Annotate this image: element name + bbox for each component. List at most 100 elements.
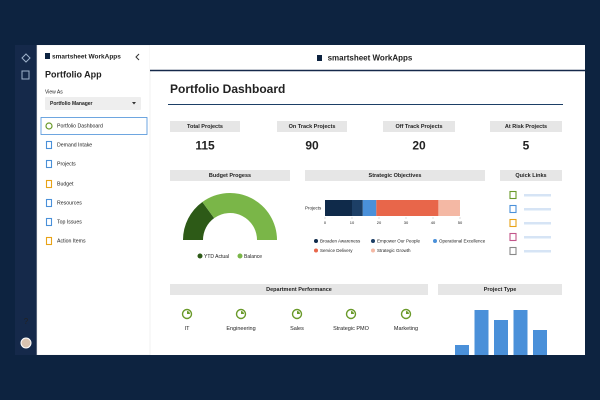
department-label[interactable]: IT xyxy=(185,326,191,332)
quick-link-icon[interactable] xyxy=(509,218,517,228)
nav-item[interactable]: Budget xyxy=(57,181,74,187)
quick-link-bar[interactable] xyxy=(524,222,551,225)
quick-link-icon[interactable] xyxy=(509,246,517,256)
nav-item[interactable]: Resources xyxy=(57,200,82,206)
bar xyxy=(533,330,547,355)
sidebar-brand: smartsheet WorkApps xyxy=(52,54,121,61)
section-header xyxy=(277,121,347,132)
section-header xyxy=(305,170,485,181)
header-brand: smartsheet WorkApps xyxy=(328,54,413,63)
department-icon-wedge xyxy=(187,311,190,314)
collapse-button[interactable] xyxy=(135,53,140,61)
view-as-dropdown[interactable] xyxy=(45,97,141,110)
quick-link-bar[interactable] xyxy=(524,250,551,253)
nav-icon xyxy=(45,217,53,227)
bar-segment xyxy=(352,200,363,216)
nav-icon xyxy=(45,198,53,208)
section-title: At Risk Projects xyxy=(505,124,547,130)
nav-icon xyxy=(45,236,53,246)
department-icon-wedge xyxy=(406,311,409,314)
department-icon xyxy=(345,308,357,320)
legend-swatch xyxy=(371,239,375,243)
department-label[interactable]: Strategic PMO xyxy=(333,326,369,332)
legend-label: Service Delivery xyxy=(320,248,353,253)
quick-link-bar[interactable] xyxy=(524,208,551,211)
bar xyxy=(455,345,469,355)
nav-icon xyxy=(45,179,53,189)
nav-item[interactable]: Projects xyxy=(57,161,76,167)
quick-link-icon[interactable] xyxy=(509,190,517,200)
x-tick-label: 30 xyxy=(404,220,409,225)
quick-link-icon[interactable] xyxy=(509,204,517,214)
nav-item[interactable]: Demand Intake xyxy=(57,142,92,148)
view-as-value: Portfolio Manager xyxy=(50,101,93,107)
kpi-value: 115 xyxy=(195,139,215,153)
section-title: Department Performance xyxy=(266,287,332,293)
x-tick-label: 40 xyxy=(431,220,436,225)
legend-label: Broaden Awareness xyxy=(320,238,361,243)
quick-link-icon[interactable] xyxy=(509,232,517,242)
department-label[interactable]: Engineering xyxy=(226,326,255,332)
kpi-value: 90 xyxy=(305,139,319,153)
department-icon xyxy=(235,308,247,320)
section-title: Quick Links xyxy=(515,173,546,179)
y-category-label: Projects xyxy=(305,206,322,211)
help-button[interactable]: ? xyxy=(24,317,29,326)
nav-item[interactable]: Portfolio Dashboard xyxy=(57,123,103,129)
legend-label: Strategic Growth xyxy=(377,248,411,253)
section-header xyxy=(170,121,240,132)
icon-rail xyxy=(15,45,37,355)
legend-label: Balance xyxy=(244,254,262,260)
legend-swatch xyxy=(371,248,375,253)
sidebar xyxy=(36,45,151,355)
donut-segment xyxy=(183,201,215,240)
bar-segment xyxy=(438,200,460,216)
bar-segment xyxy=(376,200,439,216)
rail-icon[interactable] xyxy=(21,70,30,80)
nav-icon xyxy=(45,159,53,169)
legend-swatch xyxy=(237,253,243,259)
section-header xyxy=(170,170,290,181)
rail-icon[interactable] xyxy=(21,53,31,63)
nav-selected[interactable] xyxy=(40,117,148,135)
legend-swatch xyxy=(314,248,318,253)
x-tick-label: 20 xyxy=(377,220,382,225)
section-header xyxy=(490,121,562,132)
legend-swatch xyxy=(197,253,203,259)
legend-label: Empower Our People xyxy=(377,238,421,243)
bar xyxy=(494,320,508,355)
section-title: Strategic Objectives xyxy=(369,173,422,179)
department-icon-wedge xyxy=(241,311,244,314)
section-title: Budget Progess xyxy=(209,173,251,179)
top-bar xyxy=(150,45,585,70)
section-header xyxy=(438,284,562,295)
nav-icon xyxy=(45,140,53,150)
department-label[interactable]: Sales xyxy=(290,326,304,332)
legend-swatch xyxy=(314,239,318,243)
dropdown-caret xyxy=(132,102,136,105)
app-title: Portfolio App xyxy=(45,69,102,79)
section-title: On Track Projects xyxy=(289,124,336,130)
x-tick-label: 10 xyxy=(350,220,355,225)
section-title: Off Track Projects xyxy=(395,124,442,130)
page-title: Portfolio Dashboard xyxy=(170,82,285,96)
section-title: Project Type xyxy=(484,287,517,293)
avatar[interactable] xyxy=(20,337,32,349)
department-icon xyxy=(400,308,412,320)
quick-link-bar[interactable] xyxy=(524,236,551,239)
bar xyxy=(513,310,528,355)
logo-mark xyxy=(317,55,322,61)
nav-item[interactable]: Top Issues xyxy=(57,219,82,225)
legend-swatch xyxy=(433,239,437,243)
bar xyxy=(474,310,489,355)
nav-item[interactable]: Action Items xyxy=(57,238,86,244)
department-icon-wedge xyxy=(351,311,354,314)
x-tick-label: 0 xyxy=(324,220,327,225)
quick-link-bar[interactable] xyxy=(524,194,551,197)
nav-icon xyxy=(45,122,53,130)
kpi-value: 5 xyxy=(523,139,530,153)
department-label[interactable]: Marketing xyxy=(394,326,418,332)
bar-segment xyxy=(325,200,352,216)
